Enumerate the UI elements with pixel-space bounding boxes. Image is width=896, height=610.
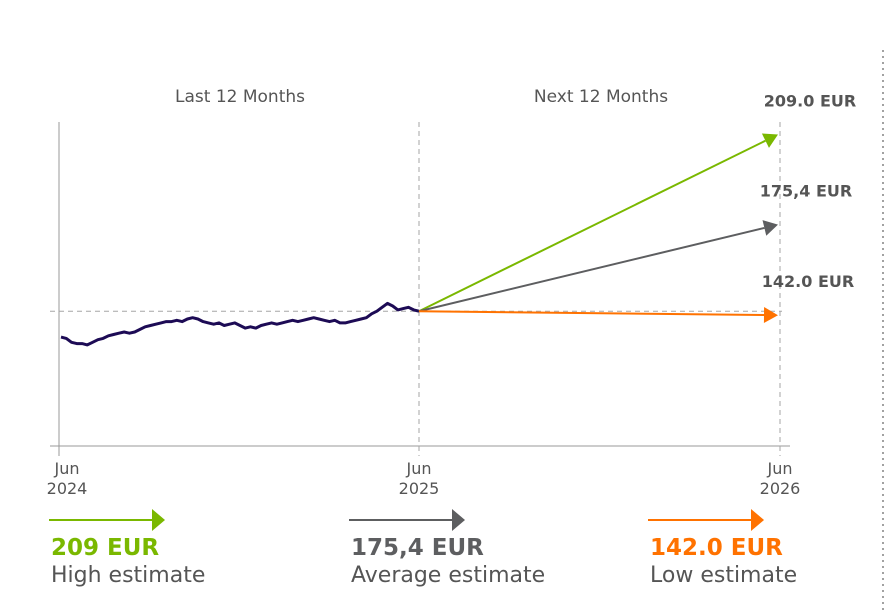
legend-label-high: High estimate bbox=[51, 563, 206, 588]
x-tick-year: 2024 bbox=[47, 479, 88, 498]
legend-average-estimate: 175,4 EUR Average estimate bbox=[349, 508, 545, 588]
forecast-low: 142.0 EUR bbox=[418, 272, 854, 324]
legend-low-estimate: 142.0 EUR Low estimate bbox=[648, 508, 797, 588]
legend-value-low: 142.0 EUR bbox=[650, 535, 783, 561]
forecast-average: 175,4 EUR bbox=[418, 182, 852, 313]
legend-arrow-average bbox=[349, 509, 465, 531]
forecast-average-arrowhead bbox=[762, 220, 778, 236]
legend-arrow-high bbox=[49, 509, 165, 531]
section-label-last-12-months: Last 12 Months bbox=[175, 87, 305, 107]
legend-arrow-low bbox=[648, 509, 764, 531]
legend-label-average: Average estimate bbox=[351, 563, 546, 588]
legend-value-high: 209 EUR bbox=[51, 535, 160, 561]
forecast-high: 209.0 EUR bbox=[418, 92, 856, 313]
forecast-low-label: 142.0 EUR bbox=[762, 272, 854, 291]
legend-high-estimate: 209 EUR High estimate bbox=[49, 508, 205, 588]
x-tick-year: 2025 bbox=[399, 479, 440, 498]
forecast-average-line bbox=[418, 226, 765, 313]
legend-label-low: Low estimate bbox=[650, 563, 798, 588]
x-tick-month: Jun bbox=[767, 459, 793, 478]
forecast-high-label: 209.0 EUR bbox=[764, 92, 856, 111]
legend-value-average: 175,4 EUR bbox=[351, 535, 484, 561]
section-label-next-12-months: Next 12 Months bbox=[534, 87, 668, 107]
price-history-line bbox=[60, 301, 420, 347]
x-tick-month: Jun bbox=[54, 459, 80, 478]
forecast-low-arrowhead bbox=[763, 307, 778, 324]
x-tick-month: Jun bbox=[406, 459, 432, 478]
forecast-high-line bbox=[418, 139, 766, 313]
x-tick-jun-2026: Jun 2026 bbox=[760, 459, 801, 498]
forecast-high-arrowhead bbox=[761, 133, 778, 148]
x-tick-year: 2026 bbox=[760, 479, 801, 498]
forecast-average-label: 175,4 EUR bbox=[760, 182, 852, 201]
x-tick-jun-2024: Jun 2024 bbox=[47, 446, 88, 498]
forecast-low-line bbox=[418, 310, 765, 317]
x-tick-jun-2025: Jun 2025 bbox=[399, 459, 440, 498]
dotted-scroll-border bbox=[881, 48, 885, 610]
